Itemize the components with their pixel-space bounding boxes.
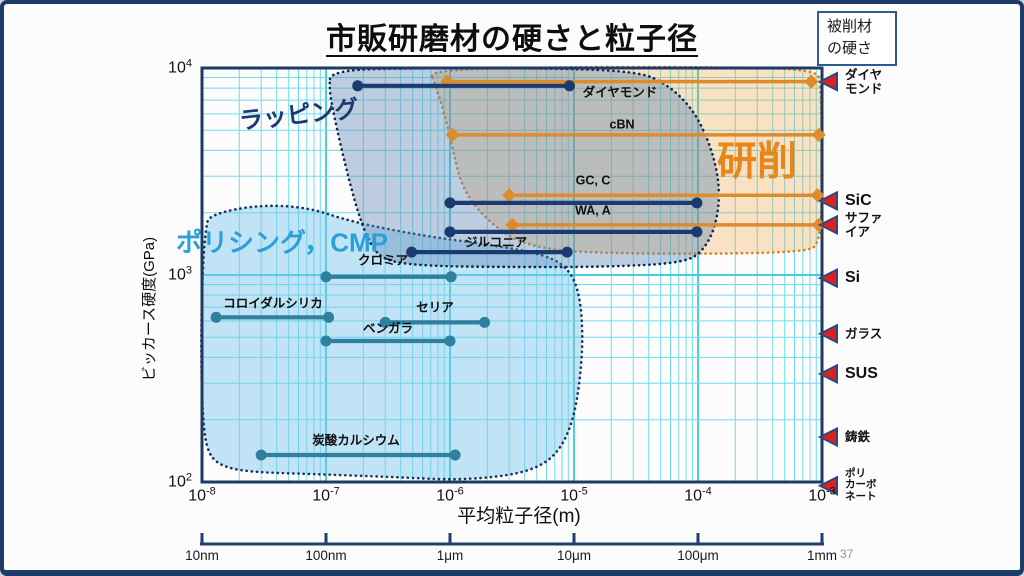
material-label: ダイヤモンド — [582, 85, 658, 100]
secondary-scale-label: 100nm — [305, 548, 347, 564]
material-label: cBN — [609, 117, 635, 132]
x-tick-label: 10-4 — [684, 485, 712, 505]
diamond-marker — [810, 188, 825, 203]
material-label: セリア — [416, 300, 454, 315]
workpiece-triangle — [817, 214, 838, 236]
workpiece-triangle — [817, 426, 838, 448]
dot-marker — [561, 246, 573, 258]
dot-marker — [564, 80, 575, 92]
workpiece-label: SUS — [845, 364, 878, 382]
diamond-marker — [445, 127, 460, 142]
workpiece-triangle — [817, 475, 838, 496]
region-label-grinding: 研削 — [717, 139, 797, 184]
workpiece-triangle — [817, 363, 838, 385]
dot-marker — [445, 271, 457, 283]
workpiece-triangle — [817, 267, 838, 289]
workpiece-label: Si — [845, 269, 861, 287]
plot-frame — [200, 66, 824, 484]
dot-marker — [406, 246, 418, 258]
material-label: WA, A — [575, 203, 611, 218]
workpiece-label: ガラス — [845, 326, 883, 341]
dot-marker — [379, 316, 391, 328]
secondary-scale-label: 10μm — [556, 548, 592, 564]
diamond-marker — [502, 188, 517, 203]
material-label: ベンガラ — [362, 321, 414, 336]
x-tick-label: 10-3 — [808, 485, 836, 505]
x-tick-label: 10-5 — [560, 485, 588, 505]
page-title: 市販研磨材の硬さと粒子径 — [326, 23, 698, 56]
material-label: GC, C — [575, 173, 611, 188]
dot-marker — [444, 197, 456, 209]
secondary-scale-label: 1μm — [436, 548, 464, 564]
workpiece-hardness-box: 被削材 の硬さ — [817, 11, 897, 66]
workpiece-label: ダイヤ モンド — [845, 67, 883, 96]
region-lapping — [328, 66, 721, 269]
workpiece-label: 鋳鉄 — [845, 429, 871, 444]
secondary-scale-label: 100μm — [677, 548, 719, 564]
diamond-marker — [811, 127, 826, 142]
dot-marker — [691, 197, 703, 209]
dot-marker — [210, 311, 222, 323]
x-tick-label: 10-8 — [188, 485, 216, 505]
x-tick-label: 10-6 — [436, 485, 464, 505]
page-number: 37 — [840, 547, 854, 561]
y-tick-label: 103 — [168, 264, 192, 284]
dot-marker — [323, 311, 335, 323]
workpiece-triangle — [817, 71, 838, 92]
y-tick-label: 102 — [168, 471, 192, 491]
material-label: クロミア — [357, 253, 409, 268]
dot-marker — [444, 335, 456, 347]
material-label: コロイダルシリカ — [223, 296, 323, 311]
workpiece-triangle — [817, 190, 838, 212]
y-tick-label: 104 — [168, 57, 192, 77]
workpiece-label: ポリ カーボ ネート — [845, 467, 877, 503]
workpiece-label: サファ イア — [845, 210, 883, 239]
y-axis-title: ビッカース硬度(GPa) — [141, 236, 159, 382]
secondary-scale-label: 10nm — [185, 548, 219, 564]
diamond-marker — [804, 74, 819, 89]
chart-canvas — [200, 65, 838, 546]
workpiece-label: SiC — [845, 191, 872, 209]
x-tick-label: 10-7 — [312, 485, 340, 505]
dot-marker — [320, 335, 332, 347]
dot-marker — [479, 316, 491, 328]
material-label: 炭酸カルシウム — [312, 433, 400, 448]
dot-marker — [352, 80, 364, 92]
dot-marker — [691, 226, 703, 238]
dot-marker — [444, 226, 456, 238]
material-label: ジルコニア — [464, 235, 528, 250]
secondary-scale-label: 1mm — [807, 548, 837, 564]
dot-marker — [320, 271, 332, 283]
workpiece-triangle — [817, 323, 838, 344]
region-label-polishing: ポリシング，CMP — [176, 227, 388, 258]
dot-marker — [449, 449, 461, 461]
dot-marker — [255, 449, 267, 461]
x-axis-title: 平均粒子径(m) — [457, 505, 581, 527]
